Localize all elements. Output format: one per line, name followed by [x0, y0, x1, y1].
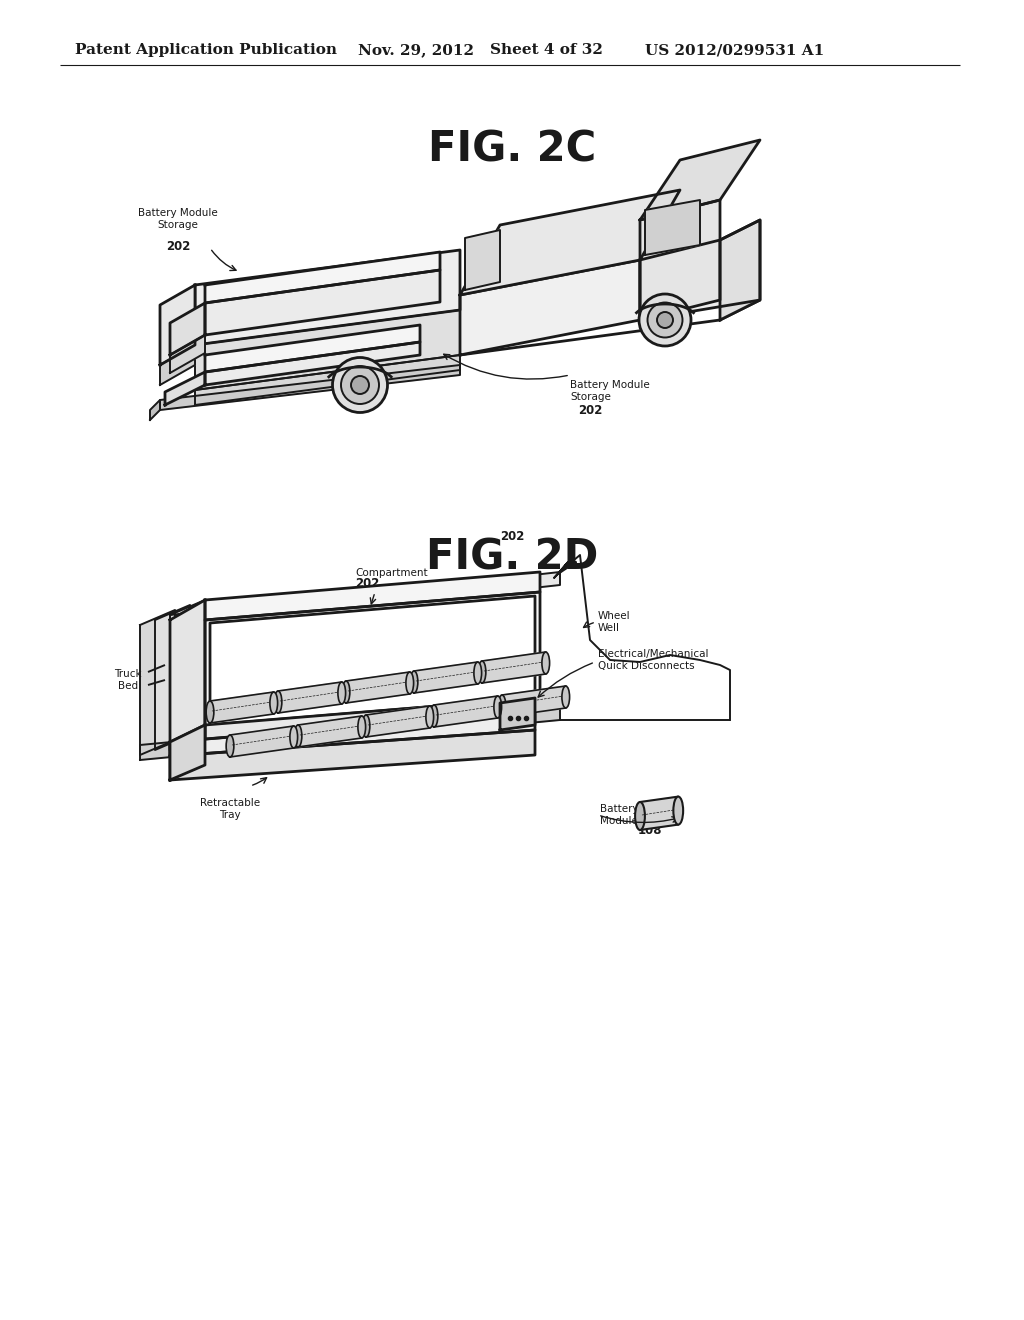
Polygon shape	[640, 220, 760, 319]
Ellipse shape	[341, 366, 379, 404]
Polygon shape	[160, 285, 195, 366]
Polygon shape	[640, 796, 678, 830]
Ellipse shape	[635, 803, 645, 830]
Polygon shape	[170, 601, 205, 744]
Text: Nov. 29, 2012: Nov. 29, 2012	[358, 44, 474, 57]
Polygon shape	[170, 601, 205, 750]
Text: Battery
Modules: Battery Modules	[600, 804, 643, 826]
Polygon shape	[140, 705, 560, 760]
Ellipse shape	[358, 715, 366, 738]
Ellipse shape	[647, 302, 683, 338]
Polygon shape	[230, 726, 294, 756]
Text: Patent Application Publication: Patent Application Publication	[75, 44, 337, 57]
Text: 108: 108	[638, 824, 663, 837]
Polygon shape	[640, 140, 760, 220]
Polygon shape	[500, 698, 535, 730]
Polygon shape	[170, 304, 205, 355]
Ellipse shape	[351, 376, 369, 393]
Ellipse shape	[474, 663, 481, 684]
Polygon shape	[210, 597, 535, 725]
Text: 202: 202	[166, 240, 190, 253]
Ellipse shape	[494, 696, 502, 718]
Ellipse shape	[657, 312, 673, 327]
Ellipse shape	[206, 701, 214, 723]
Polygon shape	[205, 325, 420, 372]
Ellipse shape	[294, 725, 302, 747]
Ellipse shape	[562, 686, 569, 708]
Polygon shape	[298, 715, 361, 747]
Polygon shape	[205, 698, 535, 739]
Polygon shape	[205, 572, 540, 620]
Ellipse shape	[498, 696, 506, 717]
Ellipse shape	[406, 672, 414, 694]
Polygon shape	[720, 220, 760, 319]
Text: FIG. 2D: FIG. 2D	[426, 537, 598, 579]
Polygon shape	[195, 310, 460, 389]
Ellipse shape	[270, 692, 278, 714]
Ellipse shape	[426, 706, 433, 729]
Polygon shape	[170, 725, 205, 780]
Text: 202: 202	[578, 404, 602, 417]
Polygon shape	[465, 230, 500, 290]
Ellipse shape	[226, 735, 233, 756]
Polygon shape	[205, 342, 420, 385]
Polygon shape	[170, 730, 535, 780]
Ellipse shape	[333, 358, 387, 412]
Ellipse shape	[342, 681, 350, 704]
Ellipse shape	[430, 705, 438, 727]
Ellipse shape	[674, 796, 683, 825]
Polygon shape	[170, 572, 560, 628]
Polygon shape	[434, 696, 498, 727]
Polygon shape	[502, 686, 565, 717]
Polygon shape	[640, 201, 720, 319]
Ellipse shape	[338, 682, 346, 704]
Polygon shape	[170, 711, 535, 756]
Polygon shape	[414, 663, 478, 693]
Ellipse shape	[362, 715, 370, 737]
Polygon shape	[645, 201, 700, 255]
Text: Retractable
Tray: Retractable Tray	[200, 799, 260, 821]
Ellipse shape	[542, 652, 550, 675]
Text: 202: 202	[500, 529, 524, 543]
Polygon shape	[165, 372, 205, 405]
Polygon shape	[170, 335, 205, 374]
Polygon shape	[366, 706, 430, 737]
Ellipse shape	[639, 294, 691, 346]
Polygon shape	[170, 725, 205, 756]
Polygon shape	[205, 252, 440, 304]
Ellipse shape	[478, 661, 485, 682]
Text: 202: 202	[355, 577, 379, 590]
Text: Sheet 4 of 32: Sheet 4 of 32	[490, 44, 603, 57]
Text: Wheel
Well: Wheel Well	[598, 611, 631, 634]
Text: Compartment: Compartment	[355, 568, 428, 578]
Polygon shape	[482, 652, 546, 682]
Text: Truck
Bed: Truck Bed	[115, 669, 141, 692]
Text: Electrical/Mechanical
Quick Disconnects: Electrical/Mechanical Quick Disconnects	[598, 649, 709, 671]
Text: Battery Module
Storage: Battery Module Storage	[570, 380, 650, 403]
Polygon shape	[155, 605, 190, 750]
Polygon shape	[195, 249, 460, 345]
Polygon shape	[160, 345, 195, 385]
Polygon shape	[160, 366, 460, 411]
Polygon shape	[140, 610, 175, 755]
Polygon shape	[150, 400, 160, 420]
Polygon shape	[460, 190, 680, 294]
Polygon shape	[195, 355, 460, 405]
Ellipse shape	[411, 671, 418, 693]
Ellipse shape	[290, 726, 298, 748]
Polygon shape	[346, 672, 410, 704]
Polygon shape	[205, 591, 540, 730]
Polygon shape	[278, 682, 342, 713]
Polygon shape	[205, 271, 440, 335]
Text: Battery Module
Storage: Battery Module Storage	[138, 207, 218, 230]
Text: FIG. 2C: FIG. 2C	[428, 129, 596, 172]
Polygon shape	[460, 260, 640, 355]
Text: US 2012/0299531 A1: US 2012/0299531 A1	[645, 44, 824, 57]
Polygon shape	[210, 692, 273, 723]
Ellipse shape	[274, 690, 282, 713]
